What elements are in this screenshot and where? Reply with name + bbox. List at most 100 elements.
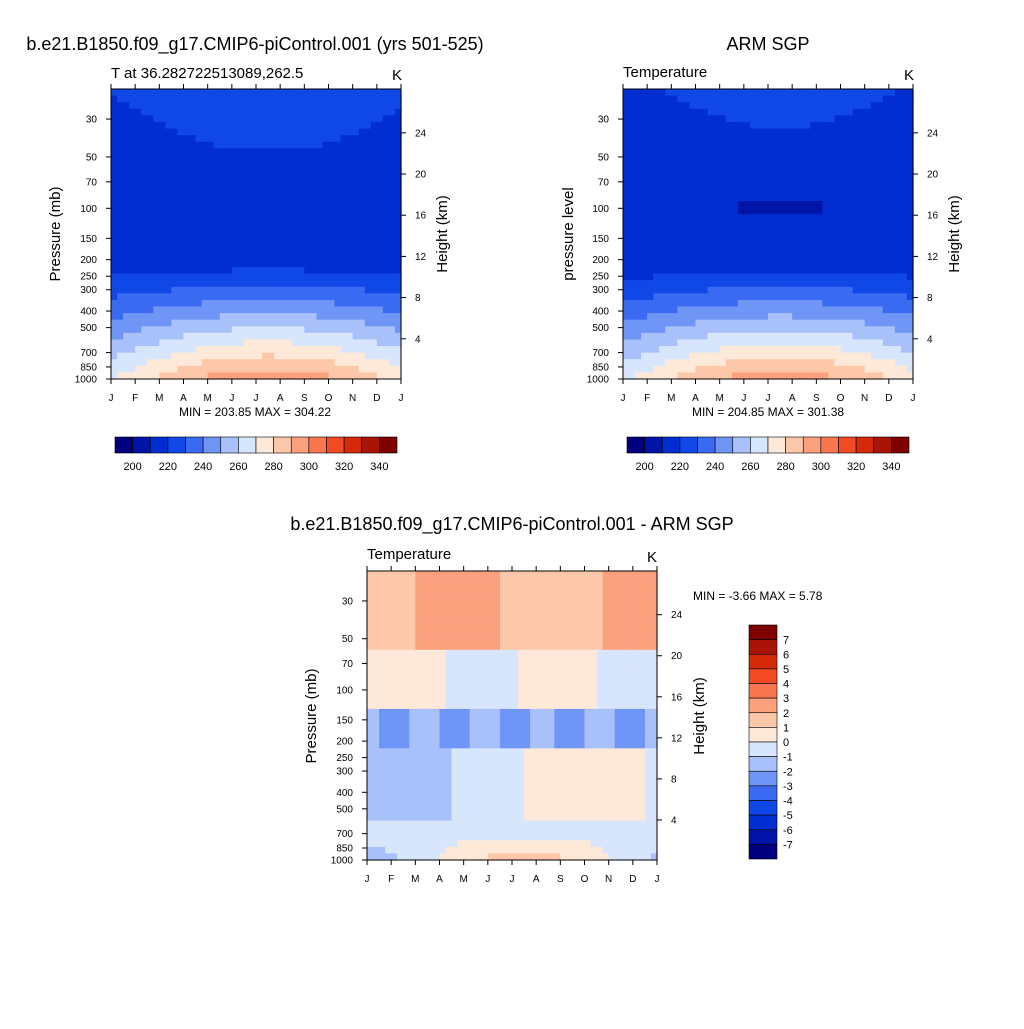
contour-cell [732, 148, 739, 155]
contour-cell [220, 280, 227, 287]
contour-cell [635, 247, 642, 254]
contour-cell [847, 109, 854, 116]
contour-cell [280, 267, 287, 274]
contour-cell [774, 274, 781, 281]
contour-cell [578, 624, 585, 631]
contour-cell [214, 221, 221, 228]
contour-cell [117, 102, 124, 109]
contour-cell [901, 320, 908, 327]
contour-cell [627, 610, 634, 617]
contour-cell [566, 630, 573, 637]
contour-cell [383, 142, 390, 149]
contour-cell [268, 227, 275, 234]
contour-cell [883, 129, 890, 136]
contour-cell [901, 241, 908, 248]
contour-cell [524, 571, 531, 578]
contour-cell [123, 175, 130, 182]
contour-cell [720, 293, 727, 300]
contour-cell [238, 162, 245, 169]
contour-cell [196, 333, 203, 340]
contour-cell [901, 287, 908, 294]
contour-cell [822, 353, 829, 360]
contour-cell [895, 320, 902, 327]
contour-cell [377, 122, 384, 129]
contour-cell [389, 194, 396, 201]
contour-cell [379, 643, 386, 650]
contour-cell [744, 333, 751, 340]
contour-cell [123, 280, 130, 287]
contour-cell [871, 346, 878, 353]
contour-cell [702, 201, 709, 208]
contour-cell [280, 148, 287, 155]
contour-cell [371, 89, 378, 96]
contour-cell [476, 597, 483, 604]
contour-cell [635, 333, 642, 340]
contour-cell [359, 188, 366, 195]
contour-cell [883, 135, 890, 142]
contour-cell [409, 630, 416, 637]
contour-cell [671, 188, 678, 195]
contour-cell [822, 339, 829, 346]
contour-cell [371, 346, 378, 353]
contour-cell [214, 142, 221, 149]
contour-cell [720, 201, 727, 208]
contour-cell [798, 122, 805, 129]
contour-cell [135, 109, 142, 116]
contour-cell [762, 181, 769, 188]
contour-cell [689, 234, 696, 241]
contour-cell [232, 122, 239, 129]
contour-cell [702, 339, 709, 346]
contour-cell [597, 617, 604, 624]
contour-cell [391, 578, 398, 585]
contour-cell [190, 122, 197, 129]
contour-cell [117, 346, 124, 353]
contour-cell [810, 155, 817, 162]
contour-cell [165, 168, 172, 175]
contour-cell [177, 129, 184, 136]
y-tick-label: 200 [80, 255, 97, 266]
contour-cell [635, 155, 642, 162]
contour-cell [871, 148, 878, 155]
contour-cell [280, 109, 287, 116]
contour-cell [286, 293, 293, 300]
contour-cell [165, 339, 172, 346]
contour-cell [822, 260, 829, 267]
contour-cell [341, 155, 348, 162]
contour-cell [220, 175, 227, 182]
contour-cell [798, 300, 805, 307]
contour-cell [756, 293, 763, 300]
contour-cell [177, 339, 184, 346]
contour-cell [762, 234, 769, 241]
contour-cell [280, 353, 287, 360]
contour-cell [341, 148, 348, 155]
contour-cell [689, 214, 696, 221]
contour-cell [653, 339, 660, 346]
contour-cell [256, 115, 263, 122]
contour-cell [671, 135, 678, 142]
contour-cell [677, 260, 684, 267]
contour-cell [274, 333, 281, 340]
contour-cell [816, 201, 823, 208]
contour-cell [859, 274, 866, 281]
contour-cell [335, 89, 342, 96]
contour-cell [220, 96, 227, 103]
contour-cell [671, 96, 678, 103]
contour-cell [877, 102, 884, 109]
contour-cell [708, 162, 715, 169]
contour-cell [232, 129, 239, 136]
contour-cell [316, 326, 323, 333]
contour-cell [184, 353, 191, 360]
contour-cell [714, 346, 721, 353]
contour-cell [768, 366, 775, 373]
contour-cell [639, 630, 646, 637]
contour-cell [123, 194, 130, 201]
contour-cell [268, 122, 275, 129]
contour-cell [316, 339, 323, 346]
contour-cell [834, 168, 841, 175]
contour-cell [798, 234, 805, 241]
contour-cell [834, 280, 841, 287]
contour-cell [750, 234, 757, 241]
contour-cell [901, 274, 908, 281]
contour-cell [117, 122, 124, 129]
